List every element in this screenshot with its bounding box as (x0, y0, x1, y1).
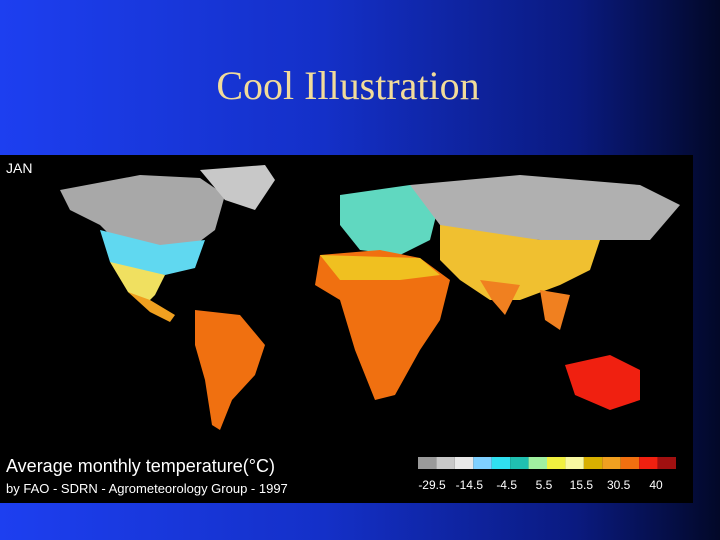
slide-title: Cool Illustration (216, 63, 480, 108)
india (480, 280, 520, 315)
asia-north (410, 175, 680, 240)
europe (340, 185, 440, 255)
map-credit: by FAO - SDRN - Agrometeorology Group - … (6, 481, 288, 496)
legend-swatch (454, 457, 474, 469)
legend-swatch (491, 457, 511, 469)
legend-swatch (473, 457, 492, 469)
legend-swatch (657, 457, 676, 469)
north-africa (320, 255, 440, 280)
map-caption: Average monthly temperature(°C) (6, 456, 275, 476)
legend-label: 5.5 (536, 478, 553, 492)
landmasses (60, 165, 680, 430)
legend-swatch (528, 457, 547, 469)
north-america-mid (100, 230, 205, 275)
legend-swatch (639, 457, 658, 469)
greenland (200, 165, 275, 210)
legend-swatch (602, 457, 621, 469)
legend-swatch (418, 457, 437, 469)
legend: -29.5 -14.5 -4.5 5.5 15.5 30.5 40 (418, 457, 676, 492)
legend-swatch (620, 457, 640, 469)
legend-label: 30.5 (607, 478, 631, 492)
legend-swatch (510, 457, 529, 469)
legend-swatch (547, 457, 566, 469)
southeast-asia (540, 290, 570, 330)
legend-swatch (565, 457, 584, 469)
africa (315, 250, 450, 400)
asia-south (440, 225, 600, 300)
map-month: JAN (6, 160, 32, 176)
north-america-south (110, 262, 165, 305)
legend-swatch (436, 457, 455, 469)
legend-label: -4.5 (496, 478, 517, 492)
legend-swatch (583, 457, 603, 469)
legend-label: -29.5 (418, 478, 446, 492)
legend-label: 40 (649, 478, 663, 492)
north-america-north (60, 175, 225, 250)
legend-label: 15.5 (570, 478, 594, 492)
legend-label: -14.5 (456, 478, 484, 492)
australia (565, 355, 640, 410)
south-america (195, 310, 265, 430)
central-america (128, 292, 175, 322)
